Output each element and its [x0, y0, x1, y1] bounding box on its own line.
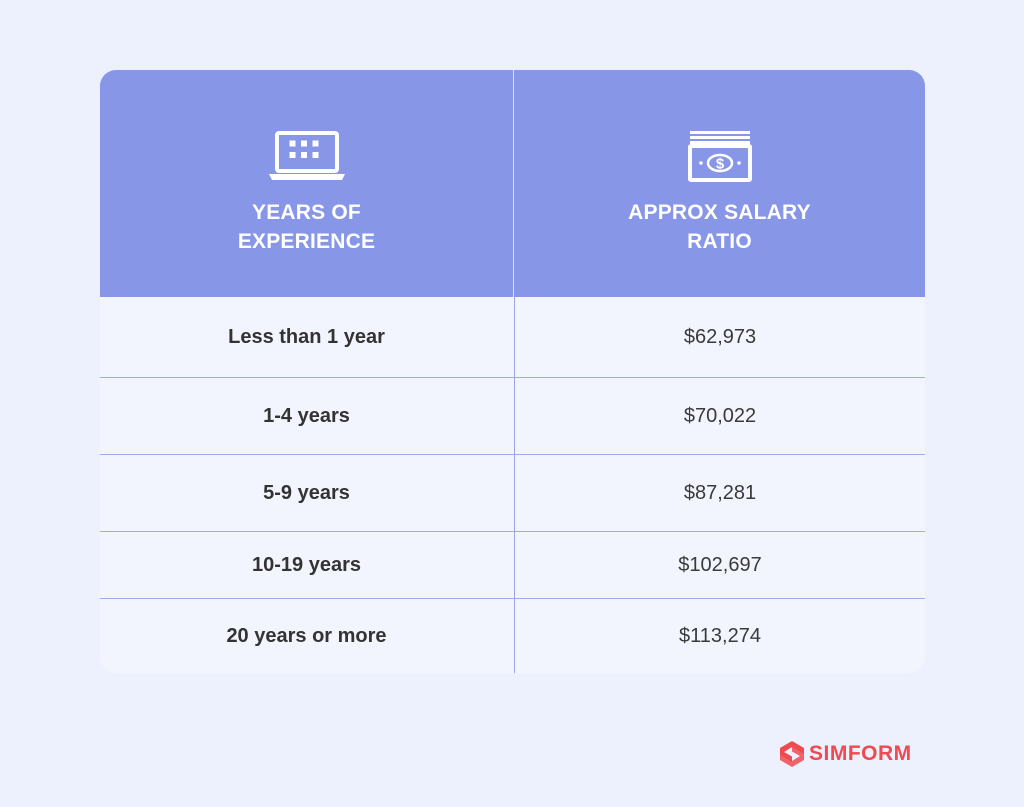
header-label-experience: YEARS OF EXPERIENCE — [237, 201, 376, 253]
brand-name: SIMFORM — [809, 742, 912, 765]
table-row: 10-19 years $102,697 — [100, 532, 925, 598]
salary-cell: $87,281 — [683, 481, 757, 504]
experience-cell: 10-19 years — [252, 553, 361, 576]
money-stack-icon: $ — [687, 130, 753, 187]
table-header: YEARS OF EXPERIENCE $ APPROX SALARY RATI… — [100, 70, 925, 297]
header-divider — [513, 70, 514, 297]
salary-cell: $113,274 — [679, 624, 761, 647]
laptop-icon — [268, 130, 346, 187]
experience-cell: 5-9 years — [263, 481, 350, 504]
salary-cell: $70,022 — [683, 404, 757, 427]
experience-cell: 1-4 years — [263, 404, 350, 427]
header-label-salary: APPROX SALARY RATIO — [628, 201, 811, 253]
row-divider — [100, 531, 925, 532]
salary-cell: $102,697 — [678, 553, 762, 576]
table-row: 1-4 years $70,022 — [100, 378, 925, 454]
row-divider — [100, 377, 925, 378]
column-divider — [514, 297, 515, 673]
row-divider — [100, 598, 925, 599]
salary-table: YEARS OF EXPERIENCE $ APPROX SALARY RATI… — [100, 70, 925, 673]
table-row: 5-9 years $87,281 — [100, 455, 925, 531]
salary-cell: $62,973 — [683, 325, 757, 348]
experience-cell: Less than 1 year — [228, 325, 385, 348]
row-divider — [100, 454, 925, 455]
simform-brand: SIMFORM — [779, 740, 912, 768]
header-approx-salary-ratio: $ APPROX SALARY RATIO — [514, 70, 925, 297]
table-row: 20 years or more $113,274 — [100, 599, 925, 673]
header-years-of-experience: YEARS OF EXPERIENCE — [100, 70, 513, 297]
table-row: Less than 1 year $62,973 — [100, 297, 925, 377]
simform-logo-icon — [779, 740, 805, 768]
experience-cell: 20 years or more — [226, 624, 387, 647]
svg-text:$: $ — [715, 156, 724, 173]
